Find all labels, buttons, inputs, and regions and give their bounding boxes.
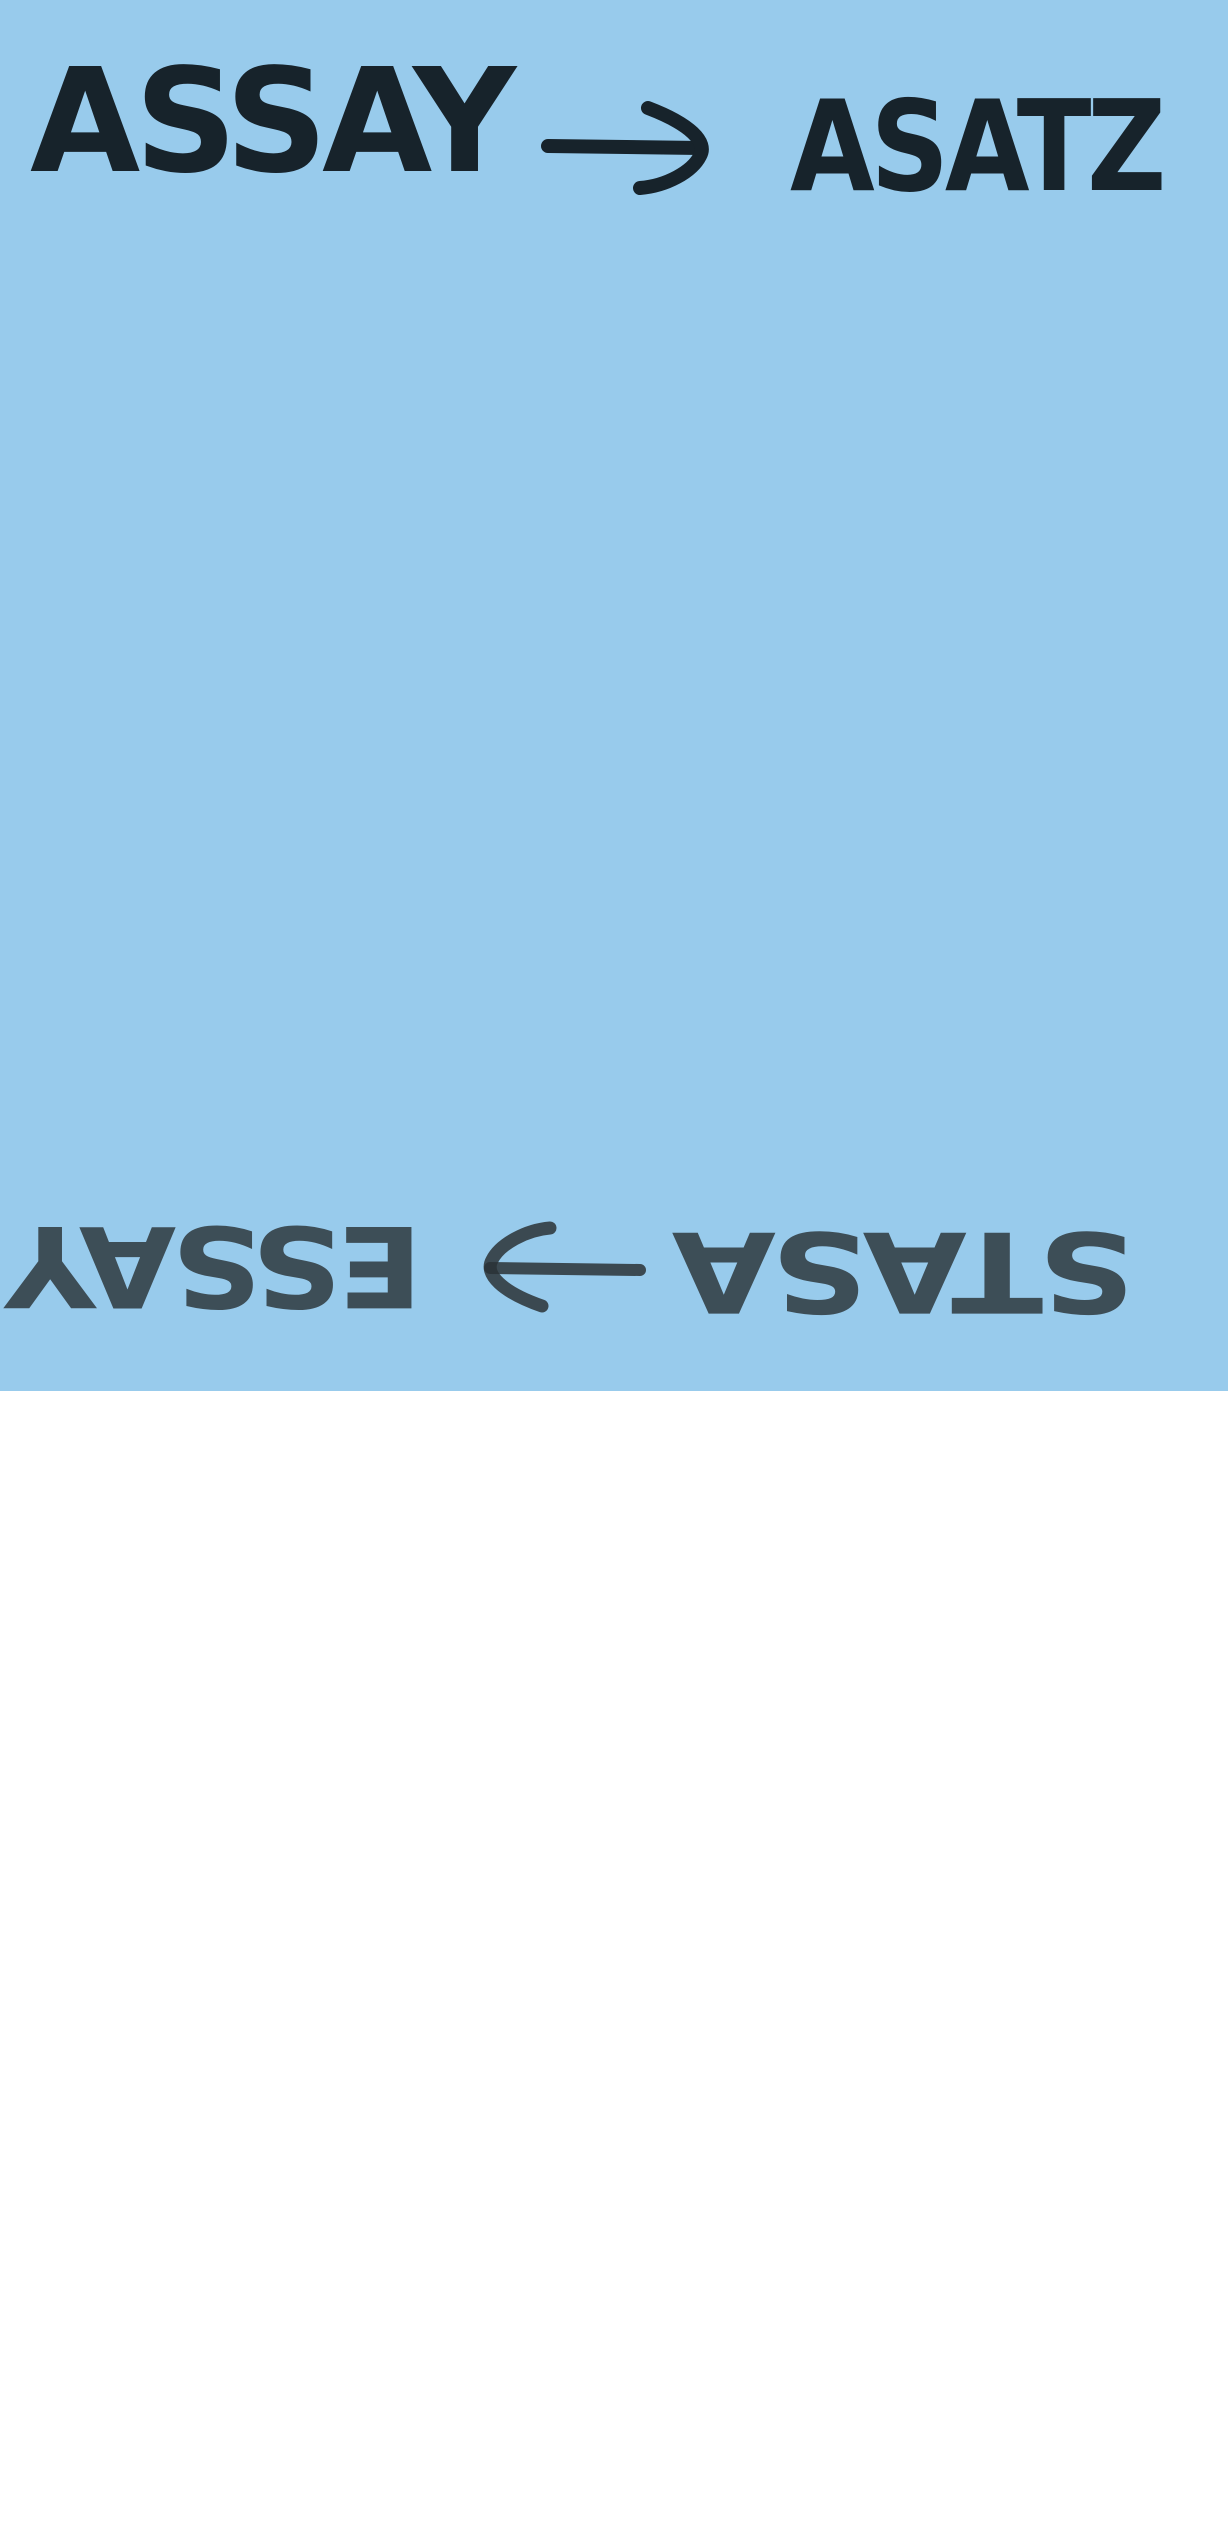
top-right-handwritten-word: ASATZ [790,73,1166,221]
bottom-arrow-icon [483,1221,646,1313]
top-left-handwritten-word: ASSAY [30,38,516,206]
bottom-left-handwritten-word: STASA [676,1206,1135,1335]
top-arrow-icon [541,101,709,195]
bottom-right-handwritten-word: ESSAY [9,1200,423,1329]
upside-down-line: STASA ESSAY [0,1145,1228,2536]
note-card: ASSAY ASATZ STASA ESSAY [0,0,1228,1391]
